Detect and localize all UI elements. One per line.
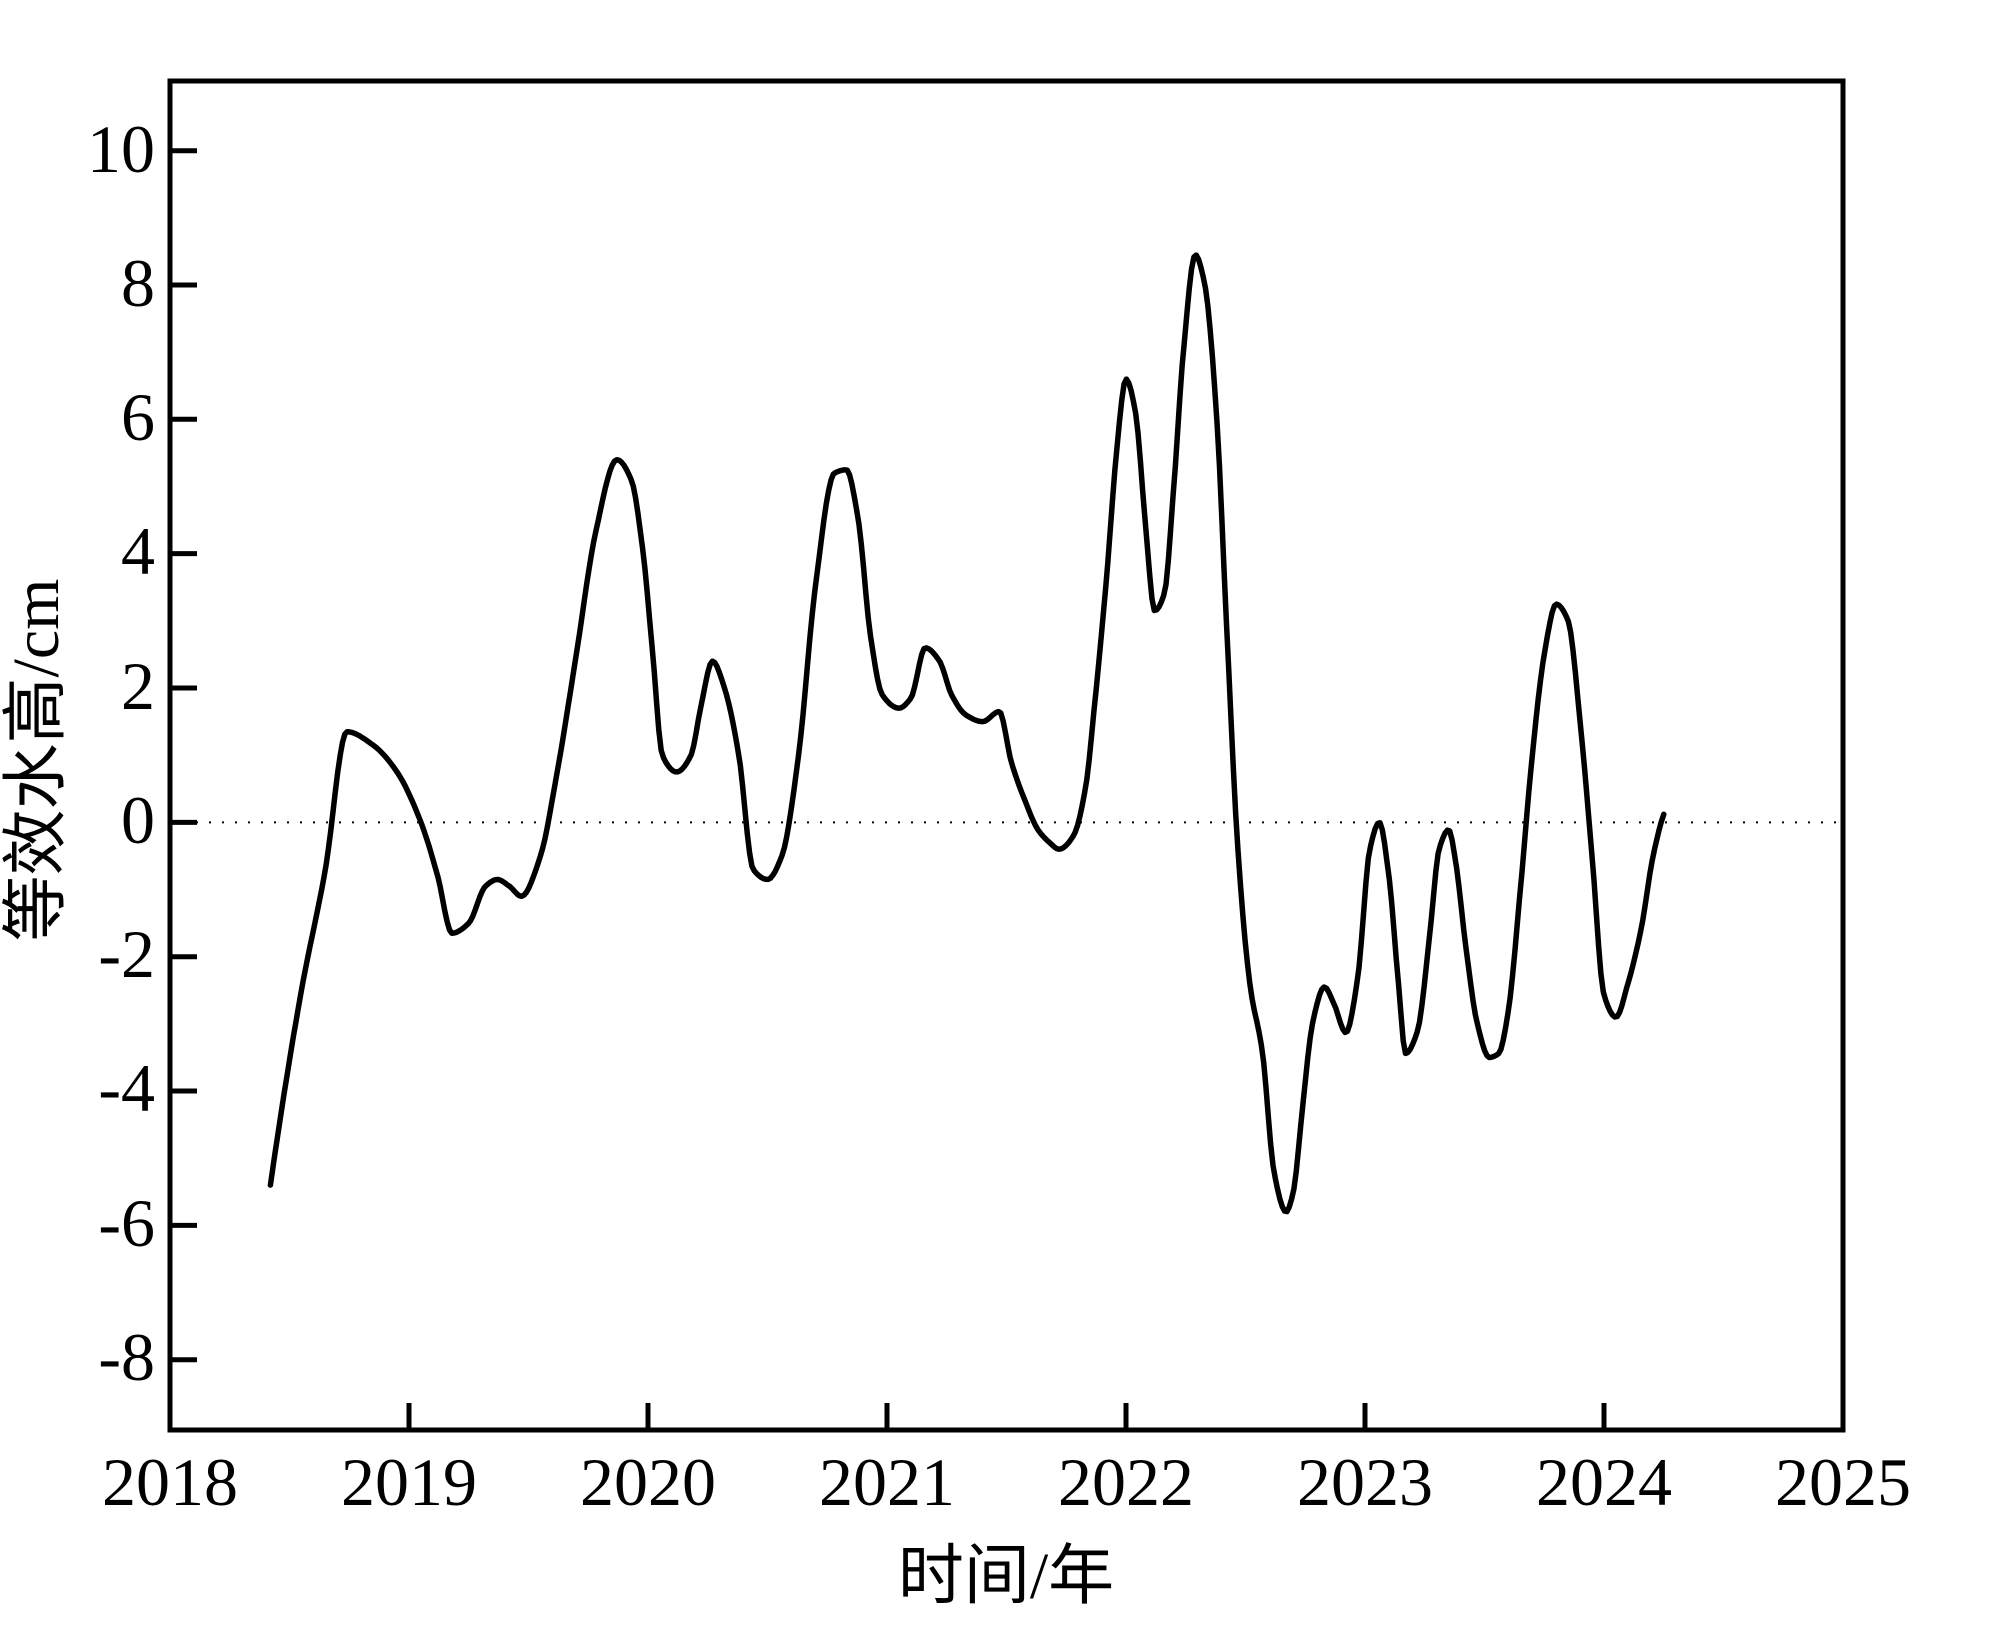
svg-text:2021: 2021 (819, 1444, 955, 1520)
svg-text:6: 6 (121, 379, 155, 455)
svg-text:2024: 2024 (1536, 1444, 1672, 1520)
svg-text:-2: -2 (98, 916, 155, 992)
svg-text:2: 2 (121, 648, 155, 724)
svg-text:等效水高/cm: 等效水高/cm (0, 579, 73, 942)
svg-text:8: 8 (121, 245, 155, 321)
svg-text:2019: 2019 (341, 1444, 477, 1520)
svg-text:2022: 2022 (1058, 1444, 1194, 1520)
svg-text:2025: 2025 (1775, 1444, 1911, 1520)
svg-text:0: 0 (121, 782, 155, 858)
svg-text:-6: -6 (98, 1185, 155, 1261)
svg-text:4: 4 (121, 513, 155, 589)
svg-text:-4: -4 (98, 1050, 155, 1126)
svg-text:2018: 2018 (102, 1444, 238, 1520)
svg-text:2020: 2020 (580, 1444, 716, 1520)
svg-text:10: 10 (87, 111, 155, 187)
svg-text:2023: 2023 (1297, 1444, 1433, 1520)
svg-text:时间/年: 时间/年 (898, 1540, 1114, 1613)
svg-text:-8: -8 (98, 1319, 155, 1395)
